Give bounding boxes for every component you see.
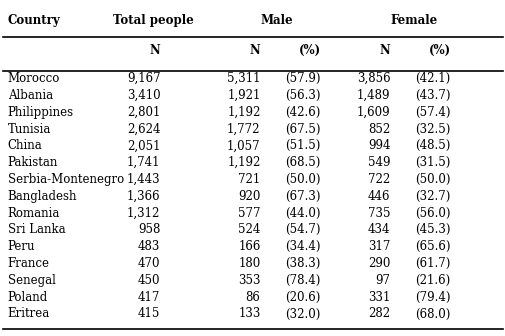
Text: 994: 994 — [368, 139, 390, 153]
Text: 9,167: 9,167 — [127, 72, 160, 85]
Text: 1,192: 1,192 — [227, 106, 260, 119]
Text: N: N — [249, 44, 260, 57]
Text: Tunisia: Tunisia — [8, 123, 51, 136]
Text: 3,410: 3,410 — [127, 89, 160, 102]
Text: (50.0): (50.0) — [284, 173, 320, 186]
Text: (42.1): (42.1) — [415, 72, 450, 85]
Text: 920: 920 — [238, 190, 260, 203]
Text: 1,312: 1,312 — [127, 207, 160, 220]
Text: (45.3): (45.3) — [415, 223, 450, 237]
Text: 735: 735 — [368, 207, 390, 220]
Text: 1,057: 1,057 — [226, 139, 260, 153]
Text: (%): (%) — [428, 44, 450, 57]
Text: 1,192: 1,192 — [227, 156, 260, 169]
Text: (20.6): (20.6) — [285, 291, 320, 304]
Text: Peru: Peru — [8, 240, 35, 253]
Text: Eritrea: Eritrea — [8, 307, 50, 321]
Text: Country: Country — [8, 14, 61, 27]
Text: Bangladesh: Bangladesh — [8, 190, 77, 203]
Text: (21.6): (21.6) — [415, 274, 450, 287]
Text: 417: 417 — [138, 291, 160, 304]
Text: 450: 450 — [138, 274, 160, 287]
Text: 524: 524 — [238, 223, 260, 237]
Text: 3,856: 3,856 — [357, 72, 390, 85]
Text: 415: 415 — [138, 307, 160, 321]
Text: (68.5): (68.5) — [285, 156, 320, 169]
Text: (32.0): (32.0) — [285, 307, 320, 321]
Text: Male: Male — [260, 14, 292, 27]
Text: China: China — [8, 139, 42, 153]
Text: (68.0): (68.0) — [415, 307, 450, 321]
Text: (54.7): (54.7) — [284, 223, 320, 237]
Text: 331: 331 — [368, 291, 390, 304]
Text: Female: Female — [390, 14, 437, 27]
Text: (48.5): (48.5) — [415, 139, 450, 153]
Text: 2,624: 2,624 — [127, 123, 160, 136]
Text: 549: 549 — [368, 156, 390, 169]
Text: (56.0): (56.0) — [415, 207, 450, 220]
Text: (38.3): (38.3) — [285, 257, 320, 270]
Text: Poland: Poland — [8, 291, 48, 304]
Text: (32.7): (32.7) — [415, 190, 450, 203]
Text: 958: 958 — [138, 223, 160, 237]
Text: 180: 180 — [238, 257, 260, 270]
Text: 1,366: 1,366 — [127, 190, 160, 203]
Text: (32.5): (32.5) — [415, 123, 450, 136]
Text: Pakistan: Pakistan — [8, 156, 58, 169]
Text: (61.7): (61.7) — [415, 257, 450, 270]
Text: 133: 133 — [238, 307, 260, 321]
Text: 97: 97 — [375, 274, 390, 287]
Text: 1,772: 1,772 — [227, 123, 260, 136]
Text: 2,801: 2,801 — [127, 106, 160, 119]
Text: (43.7): (43.7) — [415, 89, 450, 102]
Text: (57.4): (57.4) — [415, 106, 450, 119]
Text: (42.6): (42.6) — [285, 106, 320, 119]
Text: 852: 852 — [368, 123, 390, 136]
Text: 290: 290 — [368, 257, 390, 270]
Text: (34.4): (34.4) — [284, 240, 320, 253]
Text: (78.4): (78.4) — [285, 274, 320, 287]
Text: 446: 446 — [368, 190, 390, 203]
Text: (31.5): (31.5) — [415, 156, 450, 169]
Text: Sri Lanka: Sri Lanka — [8, 223, 65, 237]
Text: 317: 317 — [368, 240, 390, 253]
Text: Philippines: Philippines — [8, 106, 74, 119]
Text: Total people: Total people — [113, 14, 193, 27]
Text: 1,443: 1,443 — [127, 173, 160, 186]
Text: (79.4): (79.4) — [415, 291, 450, 304]
Text: Senegal: Senegal — [8, 274, 56, 287]
Text: Morocco: Morocco — [8, 72, 60, 85]
Text: 353: 353 — [237, 274, 260, 287]
Text: France: France — [8, 257, 49, 270]
Text: (67.5): (67.5) — [284, 123, 320, 136]
Text: 1,921: 1,921 — [227, 89, 260, 102]
Text: (67.3): (67.3) — [284, 190, 320, 203]
Text: (57.9): (57.9) — [284, 72, 320, 85]
Text: 722: 722 — [368, 173, 390, 186]
Text: (44.0): (44.0) — [284, 207, 320, 220]
Text: 2,051: 2,051 — [127, 139, 160, 153]
Text: 1,489: 1,489 — [357, 89, 390, 102]
Text: 434: 434 — [368, 223, 390, 237]
Text: 86: 86 — [245, 291, 260, 304]
Text: Albania: Albania — [8, 89, 53, 102]
Text: N: N — [149, 44, 160, 57]
Text: 1,741: 1,741 — [127, 156, 160, 169]
Text: Romania: Romania — [8, 207, 60, 220]
Text: N: N — [379, 44, 390, 57]
Text: 721: 721 — [238, 173, 260, 186]
Text: 470: 470 — [138, 257, 160, 270]
Text: (51.5): (51.5) — [285, 139, 320, 153]
Text: 577: 577 — [237, 207, 260, 220]
Text: 282: 282 — [368, 307, 390, 321]
Text: 483: 483 — [138, 240, 160, 253]
Text: (56.3): (56.3) — [284, 89, 320, 102]
Text: 166: 166 — [238, 240, 260, 253]
Text: Serbia-Montenegro: Serbia-Montenegro — [8, 173, 124, 186]
Text: (65.6): (65.6) — [415, 240, 450, 253]
Text: 1,609: 1,609 — [357, 106, 390, 119]
Text: (%): (%) — [298, 44, 320, 57]
Text: 5,311: 5,311 — [227, 72, 260, 85]
Text: (50.0): (50.0) — [415, 173, 450, 186]
